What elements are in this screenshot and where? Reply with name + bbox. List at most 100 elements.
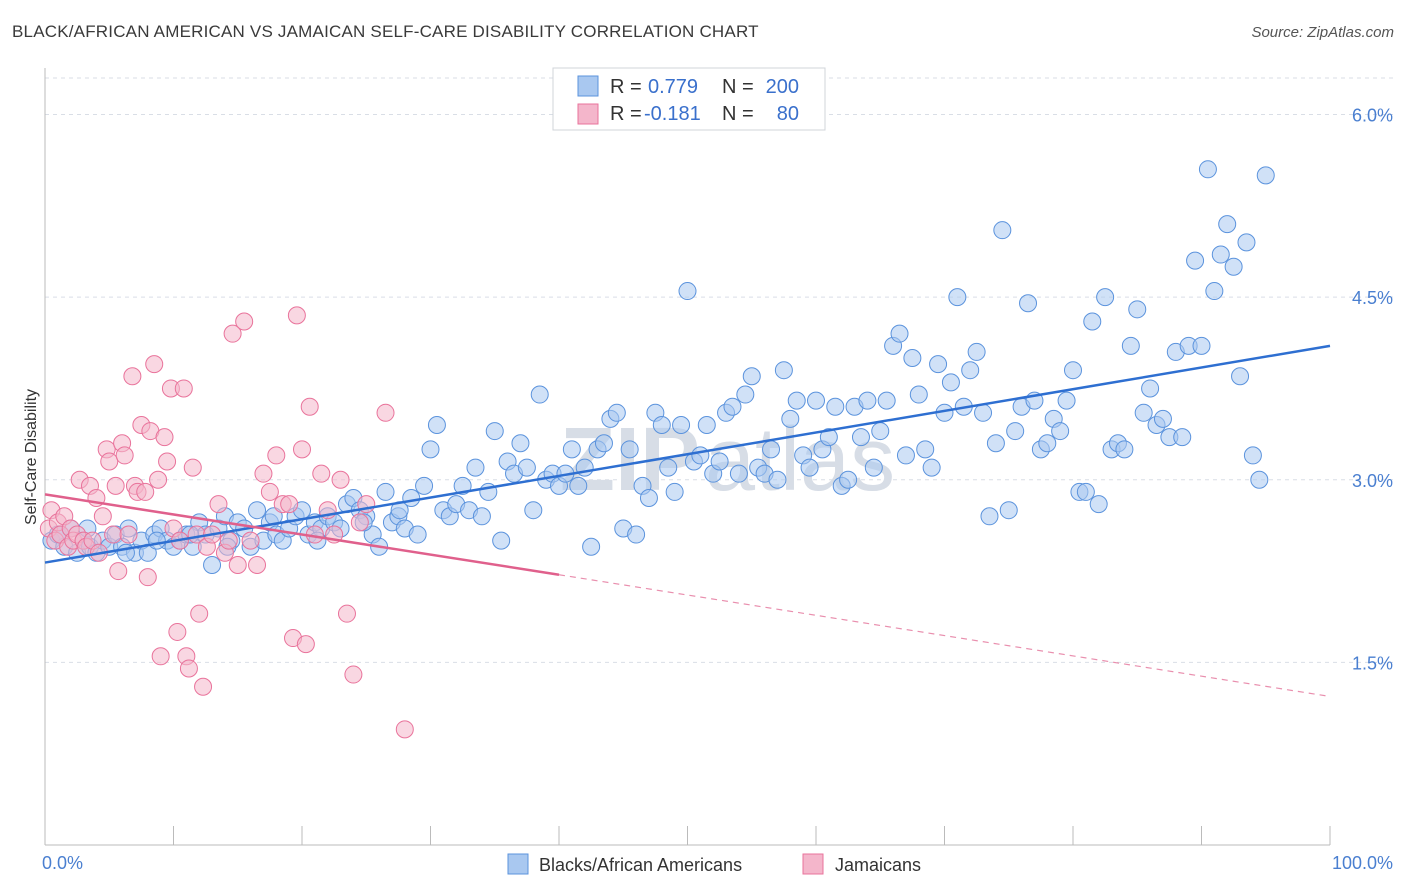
data-point-blacks: [530, 385, 549, 404]
data-point-blacks: [723, 397, 742, 416]
y-axis-label: Self-Care Disability: [23, 389, 40, 525]
data-point-jamaicans: [104, 525, 123, 544]
data-point-blacks: [1243, 446, 1262, 465]
data-point-blacks: [1205, 282, 1224, 301]
data-point-blacks: [697, 415, 716, 434]
data-point-blacks: [248, 501, 267, 520]
data-point-jamaicans: [331, 470, 350, 489]
data-point-jamaicans: [106, 476, 125, 495]
data-point-jamaicans: [136, 482, 155, 501]
data-point-blacks: [1141, 379, 1160, 398]
data-point-blacks: [774, 361, 793, 380]
data-point-jamaicans: [158, 452, 177, 471]
stats-r-label-1: R =: [610, 76, 642, 98]
data-point-blacks: [909, 385, 928, 404]
stats-r-label-2: R =: [610, 103, 642, 125]
data-point-blacks: [421, 440, 440, 459]
data-point-blacks: [729, 464, 748, 483]
data-point-jamaicans: [312, 464, 331, 483]
y-tick-label: 1.5%: [1352, 653, 1393, 673]
data-point-jamaicans: [219, 531, 238, 550]
data-point-jamaicans: [149, 470, 168, 489]
data-point-blacks: [1057, 391, 1076, 410]
legend-label-blacks: Blacks/African Americans: [539, 855, 742, 875]
data-point-blacks: [999, 501, 1018, 520]
data-point-blacks: [1076, 482, 1095, 501]
data-point-blacks: [678, 282, 697, 301]
data-point-blacks: [659, 458, 678, 477]
data-point-blacks: [781, 409, 800, 428]
data-point-jamaicans: [395, 720, 414, 739]
data-point-blacks: [890, 324, 909, 343]
data-point-blacks: [1128, 300, 1147, 319]
data-point-jamaicans: [287, 306, 306, 325]
data-point-blacks: [762, 440, 781, 459]
data-point-blacks: [839, 470, 858, 489]
data-point-jamaicans: [241, 531, 260, 550]
data-point-blacks: [896, 446, 915, 465]
data-point-jamaicans: [296, 635, 315, 654]
data-point-blacks: [941, 373, 960, 392]
data-point-blacks: [652, 415, 671, 434]
axes: [44, 68, 1331, 846]
data-point-jamaicans: [337, 604, 356, 623]
data-point-jamaicans: [155, 428, 174, 447]
stats-swatch-pink: [577, 103, 599, 125]
data-point-blacks: [672, 415, 691, 434]
data-point-jamaicans: [280, 495, 299, 514]
data-point-jamaicans: [235, 312, 254, 331]
trend-line-jamaicans-extrapolated: [558, 574, 1331, 698]
data-point-blacks: [916, 440, 935, 459]
source-credit: Source: ZipAtlas.com: [1251, 24, 1394, 41]
stats-r-value-2: -0.181: [644, 103, 701, 125]
data-point-jamaicans: [100, 452, 119, 471]
data-point-blacks: [787, 391, 806, 410]
data-point-blacks: [408, 525, 427, 544]
data-point-blacks: [948, 288, 967, 307]
data-point-blacks: [1218, 215, 1237, 234]
legend-swatch-pink: [802, 853, 824, 875]
data-point-blacks: [742, 367, 761, 386]
data-point-blacks: [582, 537, 601, 556]
data-point-blacks: [569, 476, 588, 495]
data-point-blacks: [466, 458, 485, 477]
data-point-blacks: [807, 391, 825, 410]
data-point-jamaicans: [145, 355, 164, 374]
legend: Blacks/African Americans Jamaicans: [507, 853, 921, 875]
data-point-blacks: [710, 452, 729, 471]
stats-n-label-1: N =: [722, 76, 754, 98]
stats-legend-box: R = 0.779 N = 200 R = -0.181 N = 80: [552, 67, 826, 131]
data-point-blacks: [858, 391, 877, 410]
data-point-blacks: [1186, 251, 1205, 270]
data-point-blacks: [524, 501, 543, 520]
data-point-jamaicans: [93, 507, 112, 526]
data-point-blacks: [665, 482, 684, 501]
data-point-blacks: [517, 458, 536, 477]
data-point-blacks: [819, 428, 838, 447]
data-point-blacks: [922, 458, 941, 477]
data-point-blacks: [1089, 495, 1108, 514]
data-point-blacks: [736, 385, 755, 404]
data-point-blacks: [929, 355, 948, 374]
data-point-blacks: [562, 440, 581, 459]
data-point-jamaicans: [293, 440, 311, 459]
data-point-blacks: [864, 458, 883, 477]
data-point-blacks: [1224, 257, 1243, 276]
data-point-jamaicans: [123, 367, 142, 386]
data-point-jamaicans: [183, 458, 202, 477]
data-point-jamaicans: [254, 464, 273, 483]
data-point-blacks: [1211, 245, 1230, 264]
data-point-blacks: [1198, 160, 1217, 179]
data-point-blacks: [415, 476, 434, 495]
y-tick-label: 4.5%: [1352, 288, 1393, 308]
tick-labels: 1.5% 3.0% 4.5% 6.0% 0.0% 100.0%: [42, 106, 1393, 873]
data-point-blacks: [492, 531, 511, 550]
data-point-jamaicans: [138, 568, 157, 587]
data-point-blacks: [961, 361, 980, 380]
stats-n-value-2: 80: [777, 103, 799, 125]
data-point-blacks: [203, 555, 222, 574]
x-tick-label-min: 0.0%: [42, 853, 83, 873]
data-point-jamaicans: [190, 604, 209, 623]
legend-label-jamaicans: Jamaicans: [835, 855, 921, 875]
